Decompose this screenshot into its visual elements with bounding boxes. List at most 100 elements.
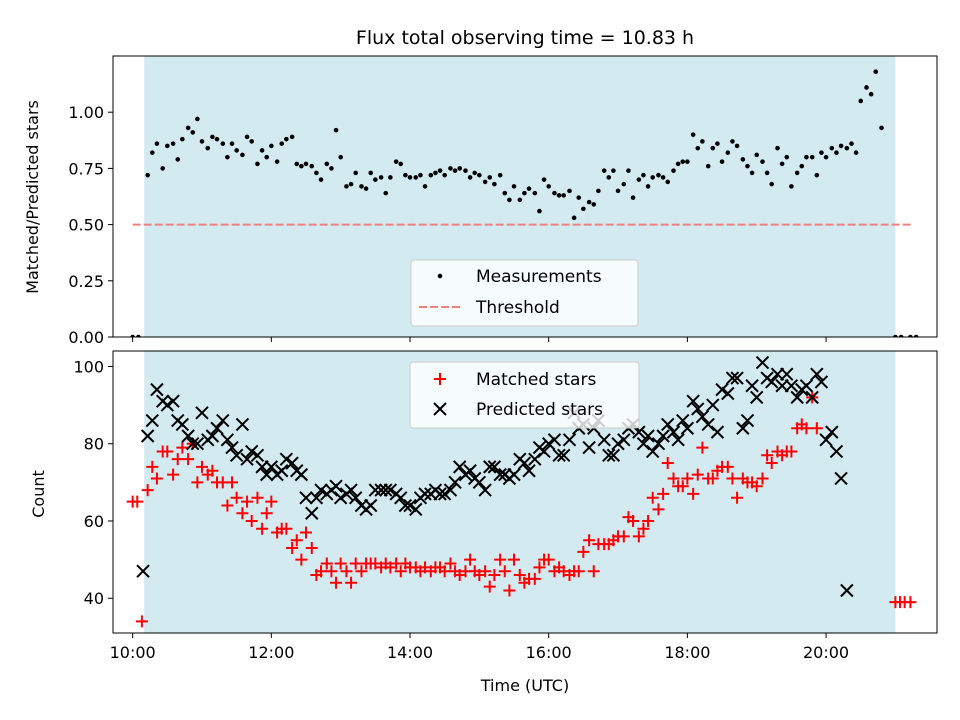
measurement-point xyxy=(789,184,794,189)
measurement-point xyxy=(621,181,627,187)
predicted-star-point xyxy=(348,491,363,505)
matched-star-point xyxy=(295,553,308,566)
legend-predicted-label: Predicted stars xyxy=(476,400,603,420)
measurement-point xyxy=(700,139,705,144)
matched-star-point xyxy=(681,472,694,485)
matched-star-point xyxy=(587,565,600,578)
bottom-y-axis-label: Count xyxy=(29,470,48,518)
measurement-point xyxy=(913,334,919,337)
predicted-star-point xyxy=(686,394,700,408)
measurement-point xyxy=(730,139,735,144)
measurement-point xyxy=(463,168,468,173)
measurement-point xyxy=(606,175,612,180)
predicted-star-point xyxy=(765,375,779,389)
top-axes-frame xyxy=(112,55,938,338)
matched-star-point xyxy=(251,491,264,504)
predicted-star-point xyxy=(651,437,666,451)
measurement-point xyxy=(893,334,898,337)
measurement-point xyxy=(567,188,572,194)
measurement-point xyxy=(284,136,289,142)
matched-star-point xyxy=(498,565,511,578)
predicted-star-point xyxy=(780,367,794,381)
measurement-point xyxy=(190,130,196,135)
measurement-point xyxy=(363,186,369,191)
measurement-point xyxy=(581,206,586,212)
predicted-star-point xyxy=(190,437,205,451)
y-tick-label: 100 xyxy=(73,357,104,376)
bottom-x-axis-label: Time (UTC) xyxy=(480,676,569,695)
measurement-point xyxy=(745,163,750,169)
matched-star-point xyxy=(726,472,739,485)
matched-star-point xyxy=(731,491,744,504)
predicted-star-point xyxy=(834,471,848,486)
bottom-legend-box xyxy=(409,361,640,429)
measurement-point xyxy=(353,170,358,176)
predicted-star-point xyxy=(140,429,155,443)
predicted-star-point xyxy=(790,390,804,405)
measurement-point xyxy=(220,141,226,146)
measurement-point xyxy=(898,334,904,337)
predicted-star-point xyxy=(695,409,710,424)
predicted-star-point xyxy=(725,371,740,385)
predicted-star-point xyxy=(443,483,458,497)
top-legend-box xyxy=(410,259,639,327)
measurement-point xyxy=(626,168,631,173)
measurement-point xyxy=(844,145,850,151)
matched-star-point xyxy=(135,615,148,628)
x-tick-label: 16:00 xyxy=(526,643,572,662)
measurement-point xyxy=(834,150,839,155)
matched-star-point xyxy=(340,565,353,578)
x-tick-label: 12:00 xyxy=(248,643,294,662)
predicted-star-point xyxy=(314,483,328,497)
predicted-star-point xyxy=(784,379,799,393)
predicted-star-point xyxy=(398,498,413,513)
matched-star-point xyxy=(131,495,144,508)
measurement-point xyxy=(199,139,205,144)
predicted-star-point xyxy=(701,417,715,432)
measurement-point xyxy=(849,141,854,146)
predicted-star-point xyxy=(487,460,502,474)
matched-star-point xyxy=(195,460,208,473)
matched-star-point xyxy=(756,472,769,485)
predicted-star-point xyxy=(160,398,175,412)
y-tick-label: 60 xyxy=(84,512,104,531)
measurement-point xyxy=(576,195,582,200)
predicted-star-point xyxy=(294,467,309,482)
measurement-point xyxy=(180,136,185,142)
measurement-point xyxy=(359,184,364,189)
measurement-point xyxy=(779,161,785,167)
bottom-panel: Count Time (UTC) 40 60 80 100 10:00 12:00 14:… xyxy=(29,350,938,695)
predicted-star-point xyxy=(186,437,200,451)
y-tick-label: 0.00 xyxy=(68,328,104,347)
measurement-point xyxy=(864,85,869,90)
predicted-star-point xyxy=(641,429,655,443)
predicted-star-point xyxy=(666,425,681,439)
predicted-star-point xyxy=(715,382,729,397)
matched-star-point xyxy=(150,472,163,485)
measurement-point xyxy=(685,159,690,164)
predicted-star-point xyxy=(805,390,819,405)
bottom-data-marks xyxy=(126,355,917,628)
predicted-star-point xyxy=(528,452,542,466)
measurement-point xyxy=(794,170,800,176)
measurement-point xyxy=(690,132,696,137)
measurement-point xyxy=(175,157,181,162)
matched-star-point xyxy=(572,565,585,578)
measurement-point xyxy=(908,334,913,337)
measurement-point xyxy=(775,145,780,151)
measurement-point xyxy=(675,161,681,167)
predicted-star-point xyxy=(205,429,220,443)
matched-star-point xyxy=(438,565,451,578)
measurement-point xyxy=(511,184,517,189)
matched-star-point xyxy=(315,565,328,578)
measurement-point xyxy=(185,125,191,131)
measurement-point xyxy=(879,125,884,131)
predicted-star-point xyxy=(210,421,224,435)
matched-star-point xyxy=(176,441,189,454)
bottom-y-ticks: 40 60 80 100 xyxy=(73,357,113,608)
matched-star-point xyxy=(226,476,239,489)
predicted-star-point xyxy=(721,386,735,401)
matched-star-point xyxy=(904,596,917,609)
predicted-star-point xyxy=(582,440,596,455)
measurement-point xyxy=(165,143,170,149)
